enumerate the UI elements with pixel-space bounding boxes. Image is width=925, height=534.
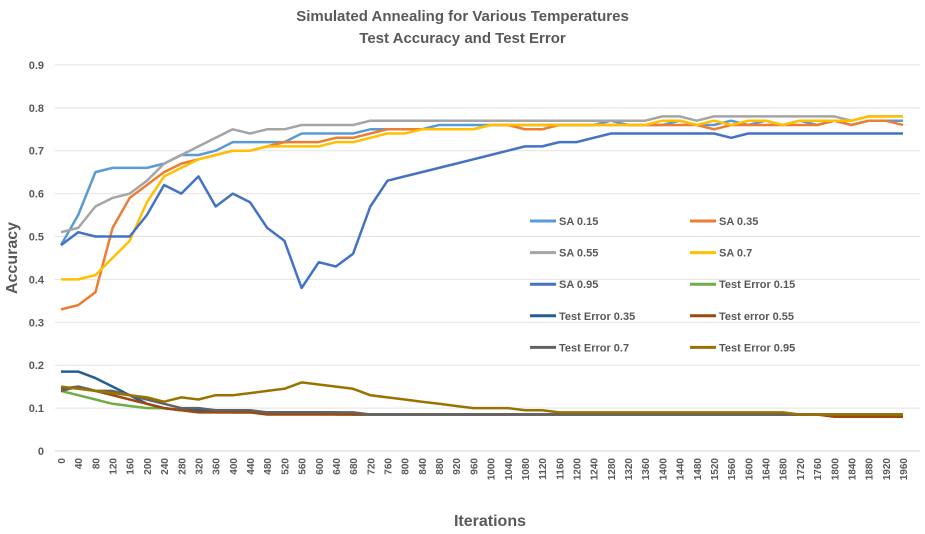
x-tick-label: 840 <box>418 458 429 475</box>
y-tick-label: 0.7 <box>29 146 44 158</box>
x-tick-label: 1200 <box>573 458 584 481</box>
y-tick-label: 0.1 <box>29 403 44 415</box>
x-axis-title: Iterations <box>454 513 526 530</box>
x-tick-label: 400 <box>229 458 240 475</box>
x-tick-label: 360 <box>212 458 223 475</box>
x-tick-label: 1120 <box>538 458 549 480</box>
legend-item: SA 0.55 <box>530 248 598 260</box>
legend-label: SA 0.7 <box>719 248 752 260</box>
series-line-sa-0-55 <box>60 115 903 234</box>
legend-label: Test Error 0.35 <box>559 311 635 323</box>
x-tick-label: 440 <box>246 458 257 475</box>
y-tick-label: 0.6 <box>29 189 44 201</box>
x-tick-label: 200 <box>143 458 154 475</box>
legend-item: Test Error 0.35 <box>530 311 635 323</box>
x-tick-label: 760 <box>383 458 394 475</box>
y-tick-label: 0.9 <box>29 60 44 72</box>
x-tick-label: 1080 <box>521 458 532 481</box>
x-tick-label: 800 <box>401 458 412 475</box>
y-tick-label: 0.5 <box>29 232 44 244</box>
y-tick-label: 0.8 <box>29 103 44 115</box>
x-tick-label: 1880 <box>865 458 876 481</box>
x-tick-label: 1520 <box>710 458 721 481</box>
x-tick-label: 1640 <box>762 458 773 481</box>
legend-label: SA 0.35 <box>719 216 758 228</box>
x-tick-label: 880 <box>435 458 446 475</box>
x-tick-label: 1040 <box>504 458 515 481</box>
x-tick-label: 520 <box>280 458 291 475</box>
x-tick-label: 280 <box>177 458 188 475</box>
legend-item: Test Error 0.7 <box>530 342 629 354</box>
y-tick-label: 0 <box>38 446 44 458</box>
legend-item: Test error 0.55 <box>690 311 794 323</box>
x-tick-label: 640 <box>332 458 343 475</box>
series-line-sa-0-7 <box>61 115 903 281</box>
x-tick-label: 320 <box>194 458 205 475</box>
x-tick-label: 1800 <box>830 458 841 481</box>
x-tick-label: 1960 <box>899 458 910 481</box>
x-tick-label: 1440 <box>676 458 687 481</box>
legend-label: SA 0.15 <box>559 216 598 228</box>
x-tick-label: 1240 <box>590 458 601 481</box>
x-tick-label: 1680 <box>779 458 790 481</box>
x-tick-label: 1560 <box>727 458 738 481</box>
legend-item: Test Error 0.15 <box>690 279 795 291</box>
x-tick-label: 1760 <box>813 458 824 481</box>
legend-item: SA 0.35 <box>690 216 758 228</box>
x-tick-label: 1600 <box>744 458 755 481</box>
y-tick-label: 0.3 <box>29 317 44 329</box>
x-tick-label: 120 <box>109 458 120 475</box>
chart-title: Simulated Annealing for Various Temperat… <box>296 8 629 25</box>
x-tick-label: 680 <box>349 458 360 475</box>
legend-label: Test Error 0.7 <box>559 342 629 354</box>
legend-item: SA 0.7 <box>690 248 752 260</box>
x-tick-label: 1360 <box>641 458 652 481</box>
chart-subtitle: Test Accuracy and Test Error <box>359 30 566 47</box>
x-tick-label: 1720 <box>796 458 807 481</box>
series-line-sa-0-15 <box>59 119 903 246</box>
x-tick-label: 160 <box>126 458 137 475</box>
x-tick-label: 40 <box>74 458 85 470</box>
series-line-test-error-0-95 <box>60 381 903 416</box>
legend-item: SA 0.15 <box>530 216 598 228</box>
x-tick-label: 1920 <box>882 458 893 481</box>
series-line-test-error-0-7 <box>60 385 903 416</box>
x-tick-label: 1840 <box>847 458 858 481</box>
legend-item: SA 0.95 <box>530 279 598 291</box>
legend-label: Test Error 0.15 <box>719 279 795 291</box>
x-tick-label: 80 <box>91 458 102 470</box>
legend-item: Test Error 0.95 <box>690 342 795 354</box>
series-line-sa-0-95 <box>60 132 903 290</box>
x-tick-label: 920 <box>452 458 463 475</box>
x-tick-label: 1320 <box>624 458 635 481</box>
y-tick-label: 0.4 <box>29 274 45 286</box>
x-tick-label: 240 <box>160 458 171 475</box>
x-tick-label: 560 <box>298 458 309 475</box>
x-tick-label: 1400 <box>658 458 669 481</box>
y-axis-title: Accuracy <box>4 222 21 294</box>
x-tick-label: 1480 <box>693 458 704 481</box>
x-tick-label: 600 <box>315 458 326 475</box>
x-tick-label: 720 <box>366 458 377 475</box>
legend-label: Test error 0.55 <box>719 311 794 323</box>
x-tick-label: 1280 <box>607 458 618 481</box>
x-tick-label: 0 <box>57 458 68 464</box>
x-tick-label: 1000 <box>487 458 498 481</box>
x-tick-label: 480 <box>263 458 274 475</box>
legend-label: SA 0.95 <box>559 279 598 291</box>
y-tick-label: 0.2 <box>29 360 44 372</box>
legend-label: SA 0.55 <box>559 248 598 260</box>
x-tick-label: 1160 <box>555 458 566 480</box>
x-tick-label: 960 <box>469 458 480 475</box>
legend-label: Test Error 0.95 <box>719 342 795 354</box>
